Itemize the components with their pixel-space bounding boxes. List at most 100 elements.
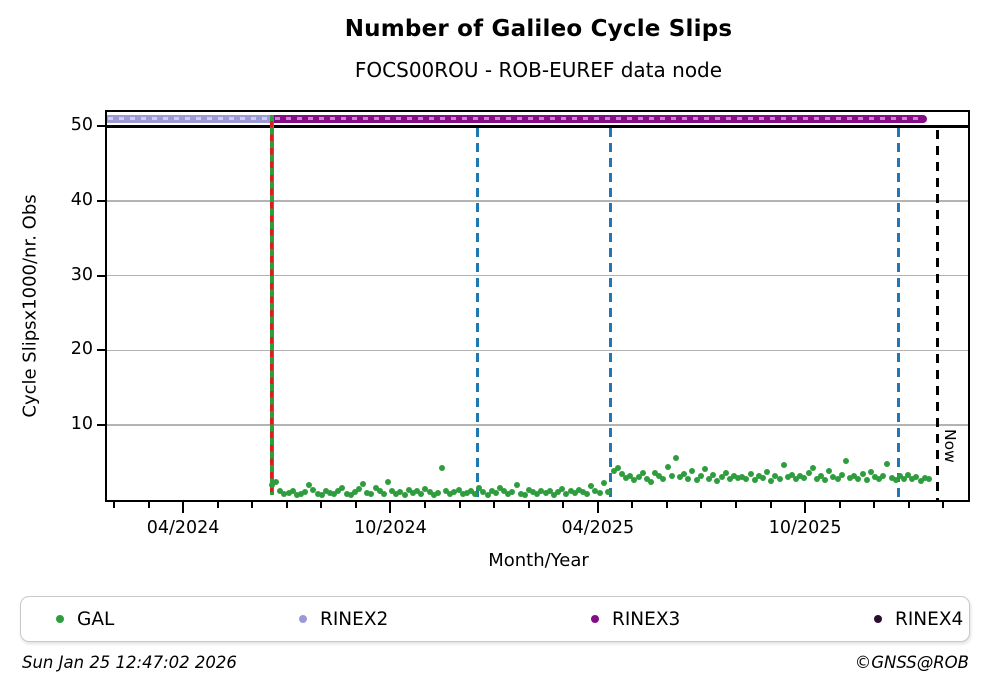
availability-band-rinex3 [271,114,928,123]
x-minor-tick [354,502,357,508]
scatter-point [714,477,721,484]
legend-item-rinex4: RINEX4 [874,597,963,641]
scatter-point [739,474,746,481]
x-minor-tick [700,502,703,508]
scatter-point [343,490,350,497]
scatter-point [842,457,849,464]
scatter-point [380,490,387,497]
y-major-tick [97,349,105,352]
x-minor-tick [527,502,530,508]
scatter-point [426,489,433,496]
legend-item-rinex2: RINEX2 [299,597,388,641]
scatter-point [596,489,603,496]
scatter-point [273,479,280,486]
event-spike-dashes [270,120,274,496]
scatter-point [335,487,342,494]
scatter-point [497,484,503,491]
scatter-point [538,488,545,495]
y-major-tick [97,274,105,277]
scatter-point [314,490,321,497]
x-minor-tick [769,502,772,508]
scatter-point [285,489,292,496]
scatter-point [281,491,288,498]
scatter-point [768,477,775,484]
scatter-point [476,485,483,492]
y-tick-label: 20 [70,339,93,360]
scatter-point [776,475,783,482]
scatter-point [310,486,317,493]
event-vline-blue [608,128,612,500]
scatter-point [905,471,912,478]
scatter-point [588,483,595,490]
grid-line [105,424,970,426]
scatter-point [681,471,688,478]
scatter-point [555,489,562,496]
scatter-point [884,460,891,467]
scatter-point [268,482,275,489]
scatter-point [376,488,383,495]
scatter-point [801,474,808,481]
grid-line [105,200,970,202]
scatter-point [722,469,729,476]
rinex2-dot-icon [299,615,307,623]
x-tick-label: 10/2025 [768,518,842,538]
scatter-point [614,465,621,472]
scatter-point [438,464,445,471]
scatter-point [467,488,474,495]
scatter-point [623,474,630,481]
scatter-point [567,488,574,495]
scatter-point [793,476,800,483]
scatter-point [385,478,392,485]
scatter-point [834,476,841,483]
scatter-point [401,492,408,499]
scatter-point [859,471,866,478]
scatter-point [472,490,479,497]
scatter-point [368,491,375,498]
scatter-point [826,467,833,474]
scatter-point [289,487,296,494]
x-minor-tick [873,502,876,508]
scatter-point [600,480,607,487]
x-tick-label: 04/2025 [561,518,635,538]
scatter-point [921,474,928,481]
y-tick-label: 10 [70,413,93,434]
scatter-point [789,471,796,478]
legend-label: RINEX2 [320,608,389,630]
scatter-point [360,480,367,487]
scatter-point [546,487,553,494]
x-minor-tick [665,502,668,508]
y-tick-label: 40 [70,190,93,211]
rinex4-dot-icon [874,615,882,623]
scatter-point [751,477,758,484]
scatter-point [648,478,655,485]
grid-line [105,349,970,352]
scatter-point [759,474,766,481]
y-axis-label: Cycle Slipsx1000/nr. Obs [19,194,41,418]
scatter-point [643,475,650,482]
gal-dot-icon [56,615,64,623]
x-minor-tick [424,502,426,508]
scatter-point [689,468,696,475]
scatter-point [784,474,791,481]
scatter-point [484,492,491,499]
event-vline-blue [476,128,480,500]
scatter-point [397,489,404,496]
scatter-point [876,475,883,482]
scatter-point [517,490,524,497]
scatter-point [693,477,700,484]
scatter-point [755,473,762,480]
scatter-point [455,486,462,493]
scatter-point [459,491,466,498]
scatter-point [418,491,425,498]
y-major-tick [97,125,105,128]
x-minor-tick [251,502,254,508]
scatter-point [735,474,742,481]
legend-item-rinex3: RINEX3 [591,597,680,641]
scatter-point [627,472,634,479]
scatter-point [867,468,874,475]
scatter-point [339,485,346,492]
scatter-point [813,475,820,482]
y-tick-label: 50 [70,115,93,136]
scatter-point [917,477,924,484]
scatter-point [822,477,829,484]
